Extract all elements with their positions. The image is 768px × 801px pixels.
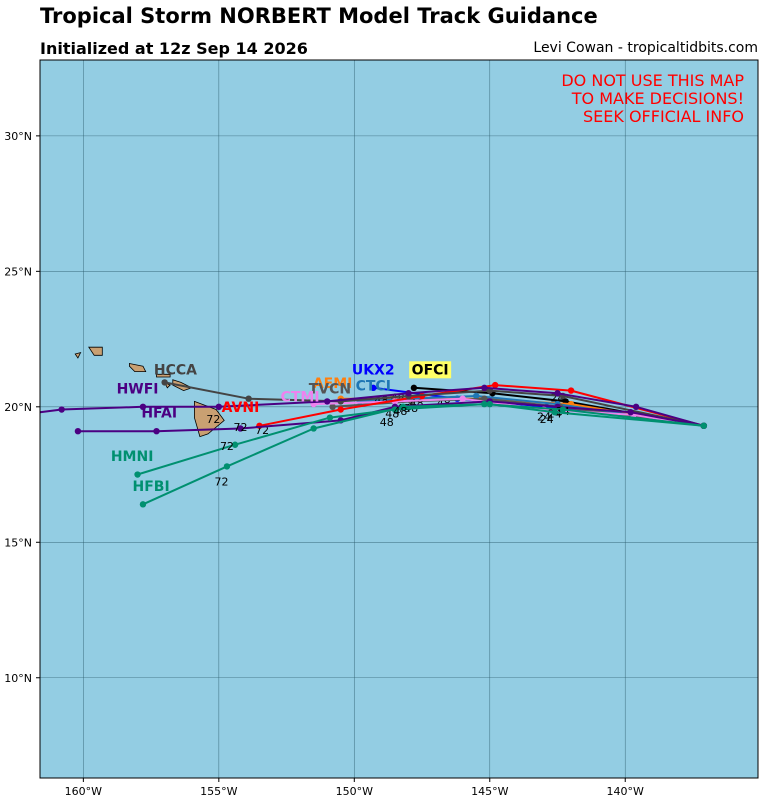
- forecast-hour-label: 24: [540, 413, 554, 426]
- track-point: [399, 403, 407, 411]
- track-point: [245, 395, 252, 402]
- y-tick-label: 10°N: [4, 672, 32, 685]
- forecast-hour-label: 48: [380, 416, 394, 429]
- warning-line-1: DO NOT USE THIS MAP: [561, 71, 744, 90]
- y-tick-label: 25°N: [4, 265, 32, 278]
- warning-text: DO NOT USE THIS MAP TO MAKE DECISIONS! S…: [561, 72, 744, 126]
- track-point: [58, 406, 65, 413]
- model-label-ofci: OFCI: [412, 362, 449, 378]
- model-label-hfbi: HFBI: [133, 479, 170, 495]
- forecast-hour-label: 72: [233, 421, 247, 434]
- track-point: [627, 409, 634, 416]
- island-shape: [156, 373, 171, 378]
- x-tick-label: 155°W: [200, 785, 237, 798]
- model-label-avni: AVNI: [222, 400, 260, 416]
- island-shape: [128, 363, 147, 373]
- track-point: [223, 463, 231, 470]
- x-tick-label: 150°W: [336, 785, 373, 798]
- track-point: [139, 403, 147, 411]
- model-label-hfai: HFAI: [141, 406, 177, 422]
- track-point: [310, 425, 317, 432]
- model-tracks: 24244848484848487224487224487224487272: [39, 379, 708, 508]
- track-hwfi: [39, 384, 708, 429]
- model-label-ukx2: UKX2: [352, 362, 395, 378]
- x-tick-label: 140°W: [607, 785, 644, 798]
- forecast-hour-label: 72: [220, 440, 234, 453]
- track-point: [481, 395, 488, 402]
- forecast-hour-label: 72: [206, 413, 220, 426]
- x-tick-label: 145°W: [471, 785, 508, 798]
- track-point: [551, 409, 558, 416]
- track-point: [486, 400, 493, 408]
- track-point: [74, 427, 82, 435]
- track-point: [324, 398, 331, 405]
- x-tick-label: 160°W: [65, 785, 102, 798]
- track-point: [559, 406, 567, 413]
- track-point: [632, 403, 640, 411]
- track-line: [39, 386, 705, 427]
- credit-text: Levi Cowan - tropicaltidbits.com: [533, 40, 758, 56]
- track-point: [153, 427, 160, 435]
- track-point: [161, 379, 168, 386]
- forecast-hour-label: 24: [537, 410, 551, 423]
- track-point: [410, 384, 418, 392]
- y-tick-label: 15°N: [4, 536, 32, 549]
- model-label-ctci: CTCI: [356, 379, 391, 395]
- label-highlight: [409, 361, 452, 379]
- warning-line-2: TO MAKE DECISIONS!: [571, 89, 744, 108]
- y-tick-label: 30°N: [4, 130, 32, 143]
- track-point: [491, 381, 499, 389]
- page-title: Tropical Storm NORBERT Model Track Guida…: [40, 4, 598, 28]
- forecast-hour-label: 48: [393, 405, 407, 418]
- track-point: [473, 392, 480, 400]
- forecast-hour-label: 72: [215, 475, 229, 488]
- init-time: Initialized at 12z Sep 14 2026: [40, 39, 308, 58]
- track-point: [237, 425, 244, 432]
- model-label-tvcn: TVCN: [309, 381, 351, 397]
- track-point: [405, 390, 412, 397]
- track-point: [554, 390, 561, 397]
- axis-ticks: 160°W 155°W 150°W 145°W 140°W 10°N 15°N 20°N 25°…: [4, 130, 644, 798]
- track-point: [337, 406, 344, 413]
- model-label-hcca: HCCA: [154, 362, 197, 378]
- island-shape: [193, 400, 225, 438]
- track-point: [459, 395, 466, 402]
- y-tick-label: 20°N: [4, 401, 32, 414]
- model-label-hwfi: HWFI: [117, 381, 159, 397]
- island-shape: [74, 351, 82, 359]
- track-hfbi: 24 48 72 72: [139, 400, 708, 508]
- track-point: [567, 387, 575, 394]
- track-point: [134, 471, 141, 478]
- model-label-ctmi: CTMI: [281, 389, 320, 405]
- map-frame: [39, 59, 759, 779]
- track-point: [370, 384, 377, 392]
- track-point: [215, 403, 223, 411]
- model-label-hmni: HMNI: [111, 449, 154, 465]
- warning-line-3: SEEK OFFICIAL INFO: [583, 107, 744, 126]
- track-point: [231, 441, 239, 448]
- track-point: [329, 403, 336, 411]
- model-label-aemi: AEMI: [313, 376, 353, 392]
- track-point: [700, 422, 708, 429]
- island-shape: [88, 346, 103, 356]
- track-point: [481, 384, 488, 392]
- track-point: [326, 414, 334, 421]
- track-point: [139, 501, 147, 508]
